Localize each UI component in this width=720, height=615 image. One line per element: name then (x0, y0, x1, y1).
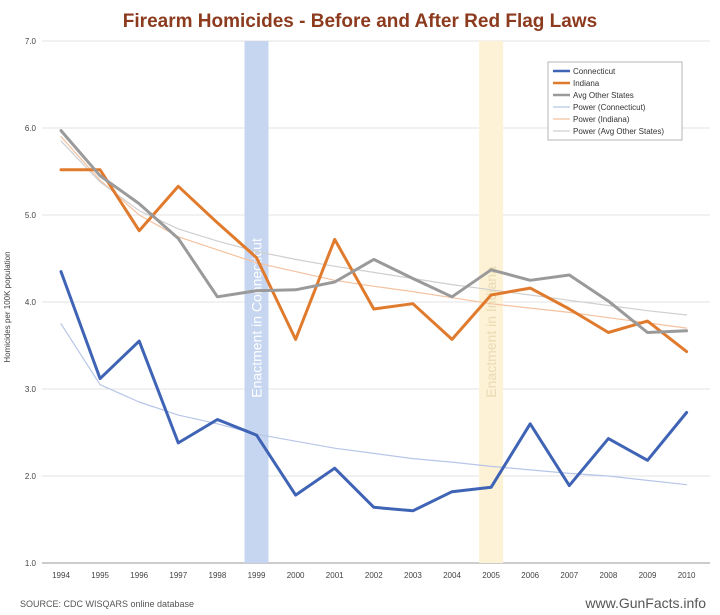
series-line-indiana (59, 168, 689, 354)
y-tick-label: 4.0 (25, 298, 37, 307)
band-label: Enactment in Connecticut (249, 238, 265, 398)
series-line-power-indiana (60, 136, 688, 329)
x-tick-label: 2001 (326, 571, 344, 580)
legend-entry: Power (Connecticut) (573, 103, 646, 112)
chart-title: Firearm Homicides - Before and After Red… (123, 11, 597, 32)
series-line-power-avg-other-states (60, 140, 688, 316)
y-tick-label: 3.0 (25, 385, 37, 394)
x-tick-label: 2008 (600, 571, 618, 580)
x-tick-label: 2000 (287, 571, 305, 580)
y-tick-label: 7.0 (25, 37, 37, 46)
legend-entry: Power (Indiana) (573, 115, 630, 124)
x-tick-label: 1994 (52, 571, 70, 580)
watermark: www.GunFacts.info (584, 595, 706, 611)
series-line-connecticut (59, 270, 689, 513)
y-axis: 1.0 2.0 3.0 4.0 5.0 6.0 7.0 (25, 37, 37, 568)
x-tick-label: 2002 (365, 571, 383, 580)
series-line-avg-other-states (59, 129, 689, 334)
x-tick-label: 1996 (130, 571, 148, 580)
legend-entry: Connecticut (573, 67, 616, 76)
y-tick-label: 2.0 (25, 472, 37, 481)
x-tick-label: 1997 (169, 571, 187, 580)
legend: Connecticut Indiana Avg Other States Power … (547, 61, 683, 141)
y-tick-label: 5.0 (25, 211, 37, 220)
y-tick-label: 6.0 (25, 124, 37, 133)
legend-entry: Power (Avg Other States) (573, 127, 664, 136)
x-tick-label: 2007 (560, 571, 578, 580)
y-tick-label: 1.0 (25, 559, 37, 568)
x-tick-label: 2003 (404, 571, 422, 580)
x-tick-label: 2006 (521, 571, 539, 580)
x-tick-label: 2009 (639, 571, 657, 580)
x-tick-label: 2004 (443, 571, 461, 580)
legend-entry: Avg Other States (573, 91, 634, 100)
x-tick-label: 1995 (91, 571, 109, 580)
band-label: Enactment in Indiana (483, 266, 499, 398)
legend-box (547, 61, 683, 141)
y-axis-label: Homicides per 100K population (3, 251, 12, 362)
x-tick-label: 2005 (482, 571, 500, 580)
series-line-power-connecticut (60, 323, 688, 486)
source-note: SOURCE: CDC WISQARS online database (20, 599, 194, 609)
x-tick-label: 2010 (678, 571, 696, 580)
highlight-band (244, 41, 269, 563)
x-tick-label: 1998 (209, 571, 227, 580)
x-tick-label: 1999 (248, 571, 266, 580)
x-axis: 1994 1995 1996 1997 1998 1999 2000 2001 2002 2003… (52, 571, 696, 580)
series-lines (59, 129, 689, 513)
legend-entry: Indiana (573, 79, 600, 88)
